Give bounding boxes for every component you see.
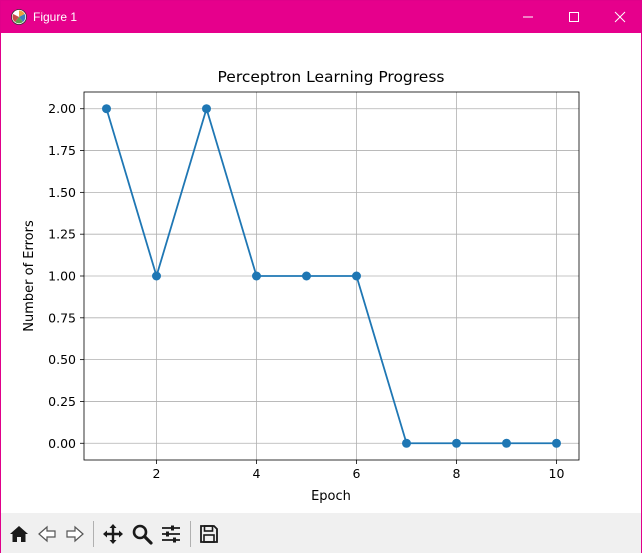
forward-button[interactable] [62, 521, 88, 547]
y-tick-label: 0.50 [48, 352, 76, 367]
navigation-toolbar [1, 513, 641, 553]
data-point [102, 104, 111, 114]
y-tick-label: 1.00 [48, 269, 76, 284]
x-axis-label: Epoch [311, 489, 351, 504]
x-tick-label: 6 [353, 466, 361, 481]
pan-button[interactable] [100, 521, 126, 547]
toolbar-separator [93, 521, 94, 547]
axis-ticks: 2 4 6 8 10 0.00 0.25 0.50 0.75 1.00 1.25 1.50 1.75 2.… [48, 101, 564, 481]
data-series [102, 104, 561, 448]
data-point [352, 271, 361, 281]
chart-title: Perceptron Learning Progress [218, 68, 445, 86]
minimize-button[interactable] [505, 1, 551, 33]
x-tick-label: 2 [153, 466, 161, 481]
y-tick-label: 1.75 [48, 143, 76, 158]
zoom-button[interactable] [129, 521, 155, 547]
axes-frame [83, 91, 580, 461]
y-tick-label: 2.00 [48, 101, 76, 116]
data-point [252, 271, 261, 281]
y-tick-label: 1.50 [48, 185, 76, 200]
save-button[interactable] [196, 521, 222, 547]
y-tick-label: 1.25 [48, 227, 76, 242]
figure-canvas[interactable]: 2 4 6 8 10 0.00 0.25 0.50 0.75 1.00 1.25 1.50 1.75 2.… [1, 33, 641, 513]
data-point [502, 438, 511, 448]
data-point [302, 271, 311, 281]
data-point [452, 438, 461, 448]
data-point [202, 104, 211, 114]
data-point [152, 271, 161, 281]
x-tick-label: 4 [253, 466, 261, 481]
window-title: Figure 1 [33, 10, 78, 24]
y-tick-label: 0.00 [48, 436, 76, 451]
home-button[interactable] [6, 521, 32, 547]
y-tick-label: 0.25 [48, 394, 76, 409]
forward-arrow-icon [66, 525, 84, 543]
configure-subplots-button[interactable] [158, 521, 184, 547]
x-tick-label: 10 [549, 466, 565, 481]
back-button[interactable] [34, 521, 60, 547]
data-point [552, 438, 561, 448]
series-line [105, 105, 557, 445]
maximize-button[interactable] [551, 1, 597, 33]
grid-lines [84, 92, 579, 460]
line-chart: 2 4 6 8 10 0.00 0.25 0.50 0.75 1.00 1.25 1.50 1.75 2.… [22, 68, 580, 504]
pan-icon [103, 524, 123, 544]
close-icon [614, 11, 626, 23]
configure-subplots-icon [162, 525, 180, 543]
title-bar[interactable]: Figure 1 [1, 1, 641, 33]
y-axis-label: Number of Errors [22, 220, 37, 332]
close-button[interactable] [597, 1, 642, 33]
matplotlib-logo-icon [11, 9, 27, 25]
back-arrow-icon [38, 525, 56, 543]
data-point [402, 438, 411, 448]
home-icon [10, 526, 28, 542]
zoom-icon [132, 524, 153, 545]
maximize-icon [569, 12, 579, 22]
y-tick-label: 0.75 [48, 310, 76, 325]
save-icon [200, 525, 218, 543]
x-tick-label: 8 [453, 466, 461, 481]
toolbar-separator [190, 521, 191, 547]
minimize-icon [523, 16, 533, 18]
